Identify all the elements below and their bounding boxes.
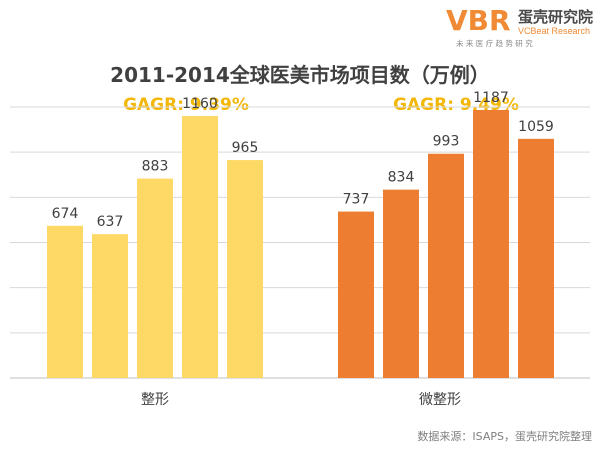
data-label: 965 <box>232 140 259 156</box>
bar-micro-5 <box>518 138 554 378</box>
bar-plastic-5 <box>227 160 263 378</box>
bar-micro-2 <box>383 189 419 378</box>
logo-letters: VBR <box>446 4 511 37</box>
data-label: 637 <box>97 214 124 230</box>
brand-tagline: 未 来 医 疗 趋 势 研 究 <box>456 38 533 48</box>
cagr-label-plastic-surgery: GAGR: 9.39% <box>123 95 249 115</box>
chart-title: 2011-2014全球医美市场项目数（万例） <box>110 63 490 87</box>
data-label: 1059 <box>518 119 554 135</box>
data-label: 674 <box>52 206 79 222</box>
bar-plastic-4 <box>182 116 218 379</box>
bar-plastic-2 <box>92 234 128 378</box>
bar-micro-3 <box>428 153 464 378</box>
logo-mark: VBR <box>446 4 511 37</box>
bar-plastic-3 <box>137 178 173 378</box>
brand-name-cn: 蛋壳研究院 <box>518 8 593 26</box>
bars <box>47 109 554 379</box>
category-label-micro-plastic: 微整形 <box>419 392 461 408</box>
value-labels: 674 637 883 1160 965 737 834 993 1187 1059 <box>52 90 554 230</box>
category-label-plastic-surgery: 整形 <box>141 392 169 408</box>
data-label: 1160 <box>182 96 218 112</box>
vcbeat-logo: VBR 蛋壳研究院 VCBeat Research 未 来 医 疗 趋 势 研 … <box>446 4 593 48</box>
bar-plastic-1 <box>47 225 83 378</box>
data-label: 737 <box>343 192 370 208</box>
bar-micro-4 <box>473 109 509 378</box>
bar-micro-1 <box>338 211 374 378</box>
source-note: 数据来源：ISAPS，蛋壳研究院整理 <box>417 429 592 443</box>
data-label: 883 <box>142 159 169 175</box>
brand-name-en: VCBeat Research <box>518 26 590 36</box>
data-label: 834 <box>388 170 415 186</box>
data-label: 993 <box>433 134 460 150</box>
data-label: 1187 <box>473 90 509 106</box>
